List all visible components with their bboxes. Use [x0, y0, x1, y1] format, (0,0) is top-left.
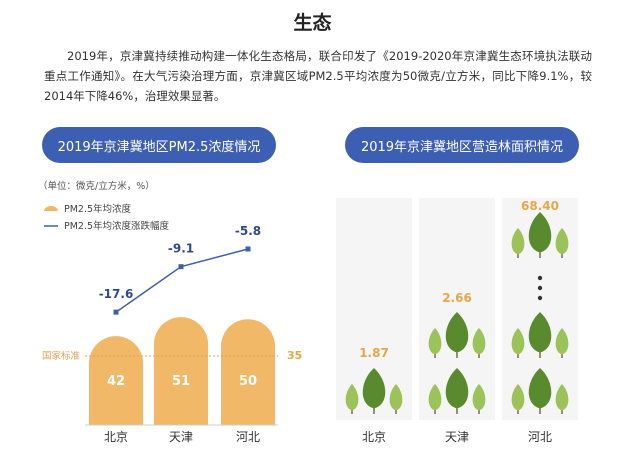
pm25-bar [154, 317, 208, 425]
tree-icon-small [472, 384, 486, 411]
tree-icon-small [389, 384, 403, 411]
legend-line-label: PM2.5年均浓度涨跌幅度 [64, 220, 170, 232]
ellipsis-dot [537, 275, 543, 281]
pm25-bar [89, 336, 143, 425]
tree-icon-big [528, 212, 552, 253]
tree-icon-big [445, 368, 469, 409]
tree-icon-small [555, 328, 569, 355]
pm25-bar [221, 319, 275, 425]
tree-icon-small [345, 384, 359, 411]
tree-icon-small [428, 328, 442, 355]
tree-icon-small [472, 328, 486, 355]
pm25-change-value-label: -17.6 [99, 287, 134, 301]
forest-category-label: 北京 [362, 430, 386, 444]
forest-value-label: 68.40 [521, 199, 559, 213]
tree-icon-big [528, 368, 552, 409]
ellipsis-dot [537, 295, 543, 301]
ellipsis-dot [537, 285, 543, 291]
pm25-bar-value-label: 51 [172, 374, 190, 389]
pm25-category-label: 天津 [169, 430, 193, 444]
pm25-bar-value-label: 50 [239, 374, 257, 389]
forest-value-label: 2.66 [442, 291, 472, 305]
tree-icon-small [511, 328, 525, 355]
pm25-unit-label: （单位：微克/立方米，%） [38, 180, 155, 192]
tree-icon-small [555, 228, 569, 255]
pm25-change-point [245, 246, 251, 252]
legend-bar-label: PM2.5年均浓度 [64, 203, 132, 215]
tree-icon-small [511, 384, 525, 411]
pm25-category-label: 河北 [236, 430, 260, 444]
tree-icon-small [555, 384, 569, 411]
forest-chart-title: 2019年京津冀地区营造林面积情况 [345, 127, 579, 163]
forest-value-label: 1.87 [359, 346, 389, 360]
tree-icon-big [445, 312, 469, 353]
pm25-bar-value-label: 42 [107, 374, 125, 389]
page-title: 生态 [293, 12, 332, 34]
pm25-change-point [113, 309, 119, 315]
pm25-category-label: 北京 [104, 430, 128, 444]
forest-category-label: 河北 [528, 430, 552, 444]
reference-line-label: 国家标准 [42, 350, 81, 362]
tree-icon-big [528, 312, 552, 353]
pm25-change-value-label: -5.8 [235, 224, 261, 238]
reference-line-value: 35 [287, 349, 302, 362]
pm25-change-line [115, 248, 249, 313]
pm25-change-point [178, 264, 184, 270]
tree-icon-small [428, 384, 442, 411]
tree-icon-small [511, 228, 525, 255]
tree-icon-big [362, 368, 386, 409]
intro-paragraph: 2019年，京津冀持续推动构建一体化生态格局，联合印发了《2019-2020年京… [44, 49, 592, 103]
forest-category-label: 天津 [445, 430, 469, 444]
pm25-chart-title: 2019年京津冀地区PM2.5浓度情况 [42, 127, 276, 163]
legend-bar-swatch [44, 206, 58, 211]
pm25-change-value-label: -9.1 [168, 242, 194, 256]
